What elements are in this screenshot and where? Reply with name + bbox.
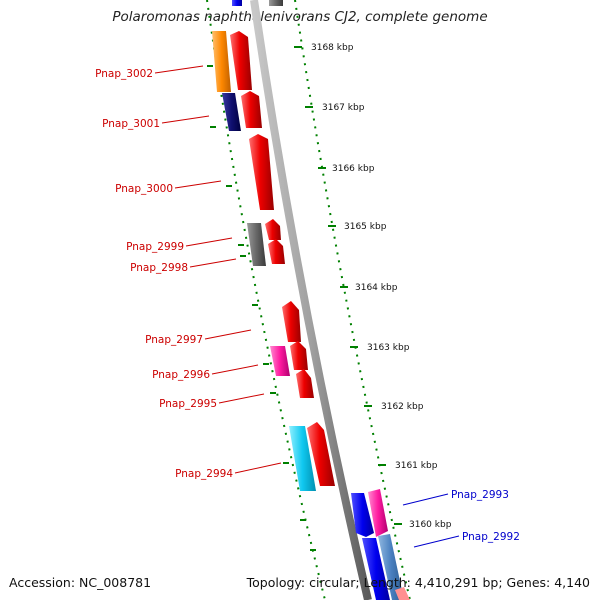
- gene-label-pnap-2992[interactable]: Pnap_2992: [462, 531, 520, 543]
- gene-labels-left: Pnap_3002 Pnap_3001 Pnap_3000 Pnap_2999 …: [95, 65, 282, 480]
- gene-labels-right: Pnap_2993 Pnap_2992: [402, 489, 520, 548]
- gene-label-pnap-3002[interactable]: Pnap_3002: [95, 68, 153, 80]
- gene-label-pnap-2993[interactable]: Pnap_2993: [451, 489, 509, 501]
- gene-arrow: [395, 587, 410, 600]
- gene-label-pnap-3000[interactable]: Pnap_3000: [115, 183, 173, 195]
- outer-dotted-ring: [294, 0, 411, 600]
- gene-pnap-3002-feature: [212, 31, 231, 92]
- gene-arrow: [362, 538, 390, 600]
- gene-pnap-2999-feature: [247, 223, 266, 266]
- accession-text: Accession: NC_008781: [9, 575, 152, 590]
- tick-label: 3165 kbp: [344, 222, 387, 232]
- gene-label-pnap-2999[interactable]: Pnap_2999: [126, 241, 184, 253]
- gene-arrow: [290, 341, 308, 370]
- gene-pnap-2992-feature: [378, 534, 404, 600]
- gene-arrow: [265, 219, 281, 240]
- gene-pnap-2995-feature: [296, 369, 314, 398]
- gene-label-pnap-2998[interactable]: Pnap_2998: [130, 262, 188, 274]
- gene-arrow: [307, 422, 335, 486]
- gene-arrow: [230, 31, 252, 90]
- tick-label: 3166 kbp: [332, 164, 375, 174]
- map-title: Polaromonas naphthalenivorans CJ2, compl…: [112, 9, 488, 25]
- genome-summary-text: Topology: circular; Length: 4,410,291 bp…: [246, 575, 590, 590]
- gene-pnap-3000-feature: [249, 134, 274, 210]
- gene-pnap-2998-feature: [268, 239, 285, 264]
- tick-label: 3168 kbp: [311, 43, 354, 53]
- ring-ticks-left: [207, 65, 316, 551]
- gene-label-pnap-3001[interactable]: Pnap_3001: [102, 118, 160, 130]
- tick-label: 3161 kbp: [395, 461, 438, 471]
- tick-label: 3162 kbp: [381, 402, 424, 412]
- tick-label: 3167 kbp: [322, 103, 365, 113]
- gene-pnap-2994-feature: [289, 426, 316, 491]
- gene-arrow: [368, 489, 388, 537]
- gene-pnap-2993-feature: [351, 493, 374, 537]
- gene-pnap-3001-feature: [222, 93, 241, 131]
- gene-label-pnap-2997[interactable]: Pnap_2997: [145, 334, 203, 346]
- genome-backbone: [250, 0, 372, 600]
- gene-arrow: [241, 91, 262, 128]
- gene-features: [212, 31, 410, 600]
- gene-feature: [269, 0, 283, 6]
- kbp-ticks: 3168 kbp 3167 kbp 3166 kbp 3165 kbp 3164…: [294, 43, 452, 530]
- gene-label-pnap-2996[interactable]: Pnap_2996: [152, 369, 210, 381]
- gene-pnap-2997-feature: [282, 301, 301, 342]
- tick-label: 3160 kbp: [409, 520, 452, 530]
- tick-label: 3164 kbp: [355, 283, 398, 293]
- tick-label: 3163 kbp: [367, 343, 410, 353]
- inner-dotted-ring: [206, 0, 326, 600]
- gene-label-pnap-2994[interactable]: Pnap_2994: [175, 468, 233, 480]
- gene-label-pnap-2995[interactable]: Pnap_2995: [159, 398, 217, 410]
- gene-feature: [232, 0, 242, 6]
- gene-pnap-2996-feature: [270, 346, 290, 376]
